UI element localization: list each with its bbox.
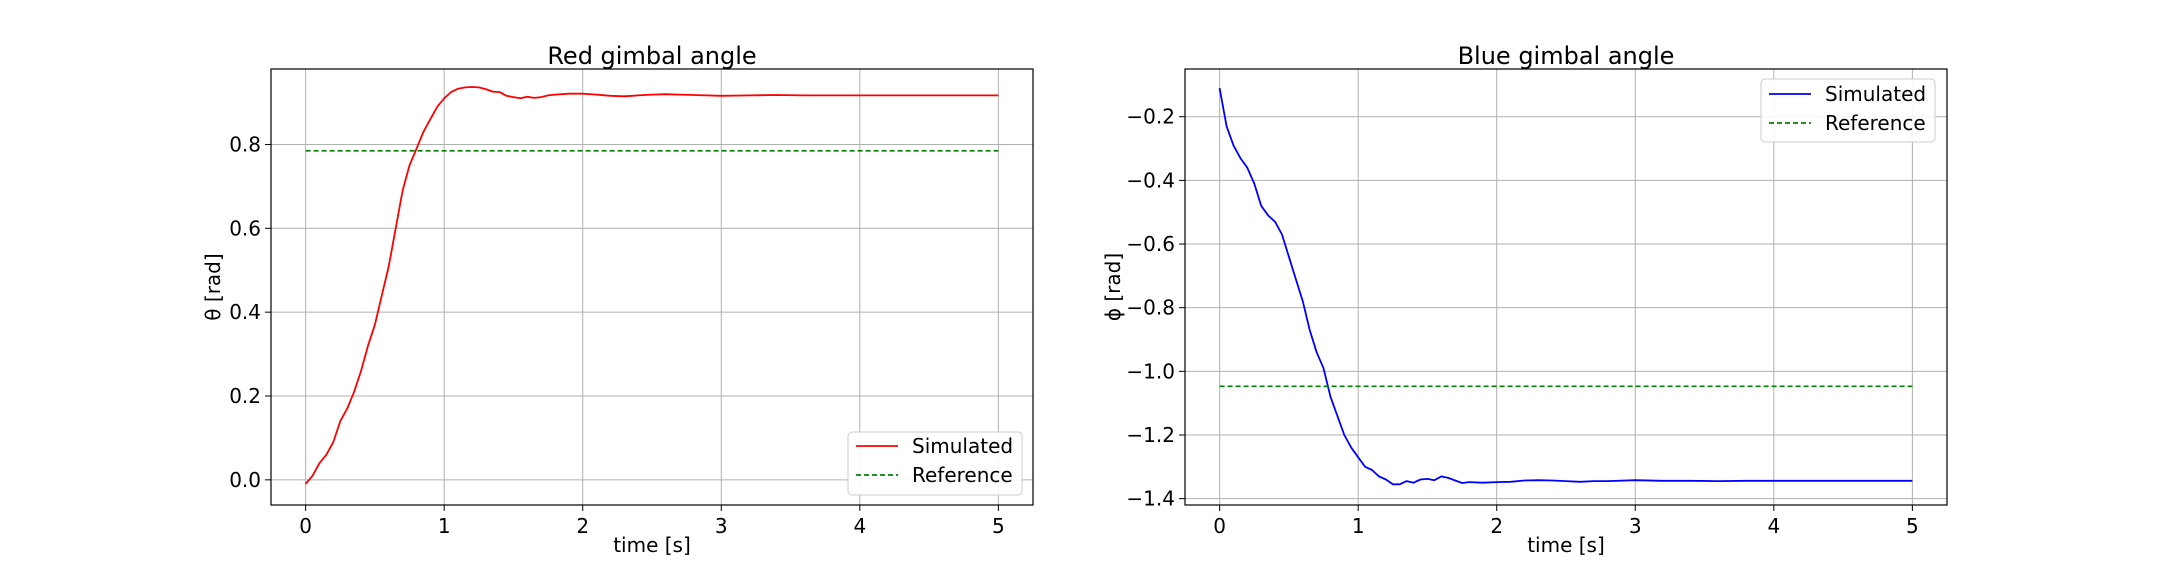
y-tick-label: 0.4	[229, 300, 261, 324]
plot-lines	[1218, 87, 1913, 486]
plot-lines	[304, 86, 999, 485]
y-tick-label: 0.0	[229, 468, 261, 492]
y-tick-label: −0.4	[1126, 168, 1175, 192]
x-tick-label: 0	[299, 514, 312, 538]
y-tick-label: −0.2	[1126, 105, 1175, 129]
y-tick-label: 0.2	[229, 384, 261, 408]
legend-label-simulated: Simulated	[912, 434, 1013, 458]
y-tick-label: 0.8	[229, 132, 261, 156]
x-tick-label: 4	[853, 514, 866, 538]
y-tick-label: −0.6	[1126, 232, 1175, 256]
legend-box	[847, 431, 1023, 496]
y-tick-label: −1.2	[1126, 423, 1175, 447]
legend: Simulated Reference	[1760, 78, 1936, 143]
blue-gimbal-chart: Blue gimbal angle 0 1 2 3 4 5 −1.4 −1.2 −1.0 −0.8…	[1101, 42, 1948, 557]
series-line-simulated	[1218, 87, 1913, 486]
series-line-simulated	[304, 86, 999, 485]
x-axis-label: time [s]	[1527, 533, 1605, 557]
y-tick-label: 0.6	[229, 216, 261, 240]
x-tick-label: 4	[1767, 514, 1780, 538]
x-axis-label: time [s]	[613, 533, 691, 557]
y-tick-label: −1.4	[1126, 487, 1175, 511]
x-tick-label: 5	[992, 514, 1005, 538]
legend-label-simulated: Simulated	[1825, 82, 1926, 106]
legend: Simulated Reference	[847, 431, 1023, 496]
plot-frame	[1184, 68, 1948, 506]
x-tick-label: 0	[1213, 514, 1226, 538]
legend-label-reference: Reference	[1825, 111, 1926, 135]
plot-frame	[270, 68, 1034, 506]
x-tick-label: 3	[1629, 514, 1642, 538]
x-tick-label: 2	[576, 514, 589, 538]
chart-title: Red gimbal angle	[547, 42, 756, 70]
y-axis-label: ϕ [rad]	[1101, 253, 1125, 321]
y-tick-label: −1.0	[1126, 359, 1175, 383]
legend-label-reference: Reference	[912, 463, 1013, 487]
axis-ticks: 0 1 2 3 4 5 0.0 0.2 0.4 0.6 0.8	[229, 132, 1005, 538]
axis-ticks: 0 1 2 3 4 5 −1.4 −1.2 −1.0 −0.8 −0.6 −0.4 −0.2	[1126, 105, 1918, 538]
x-tick-label: 5	[1906, 514, 1919, 538]
x-tick-label: 2	[1490, 514, 1503, 538]
x-tick-label: 1	[1352, 514, 1365, 538]
x-tick-label: 3	[715, 514, 728, 538]
y-axis-label: θ [rad]	[201, 253, 225, 320]
y-tick-label: −0.8	[1126, 296, 1175, 320]
x-tick-label: 1	[438, 514, 451, 538]
chart-title: Blue gimbal angle	[1458, 42, 1675, 70]
red-gimbal-chart: Red gimbal angle 0 1 2 3 4 5 0.0 0.2 0.4 0.6 0.8 t…	[201, 42, 1034, 557]
